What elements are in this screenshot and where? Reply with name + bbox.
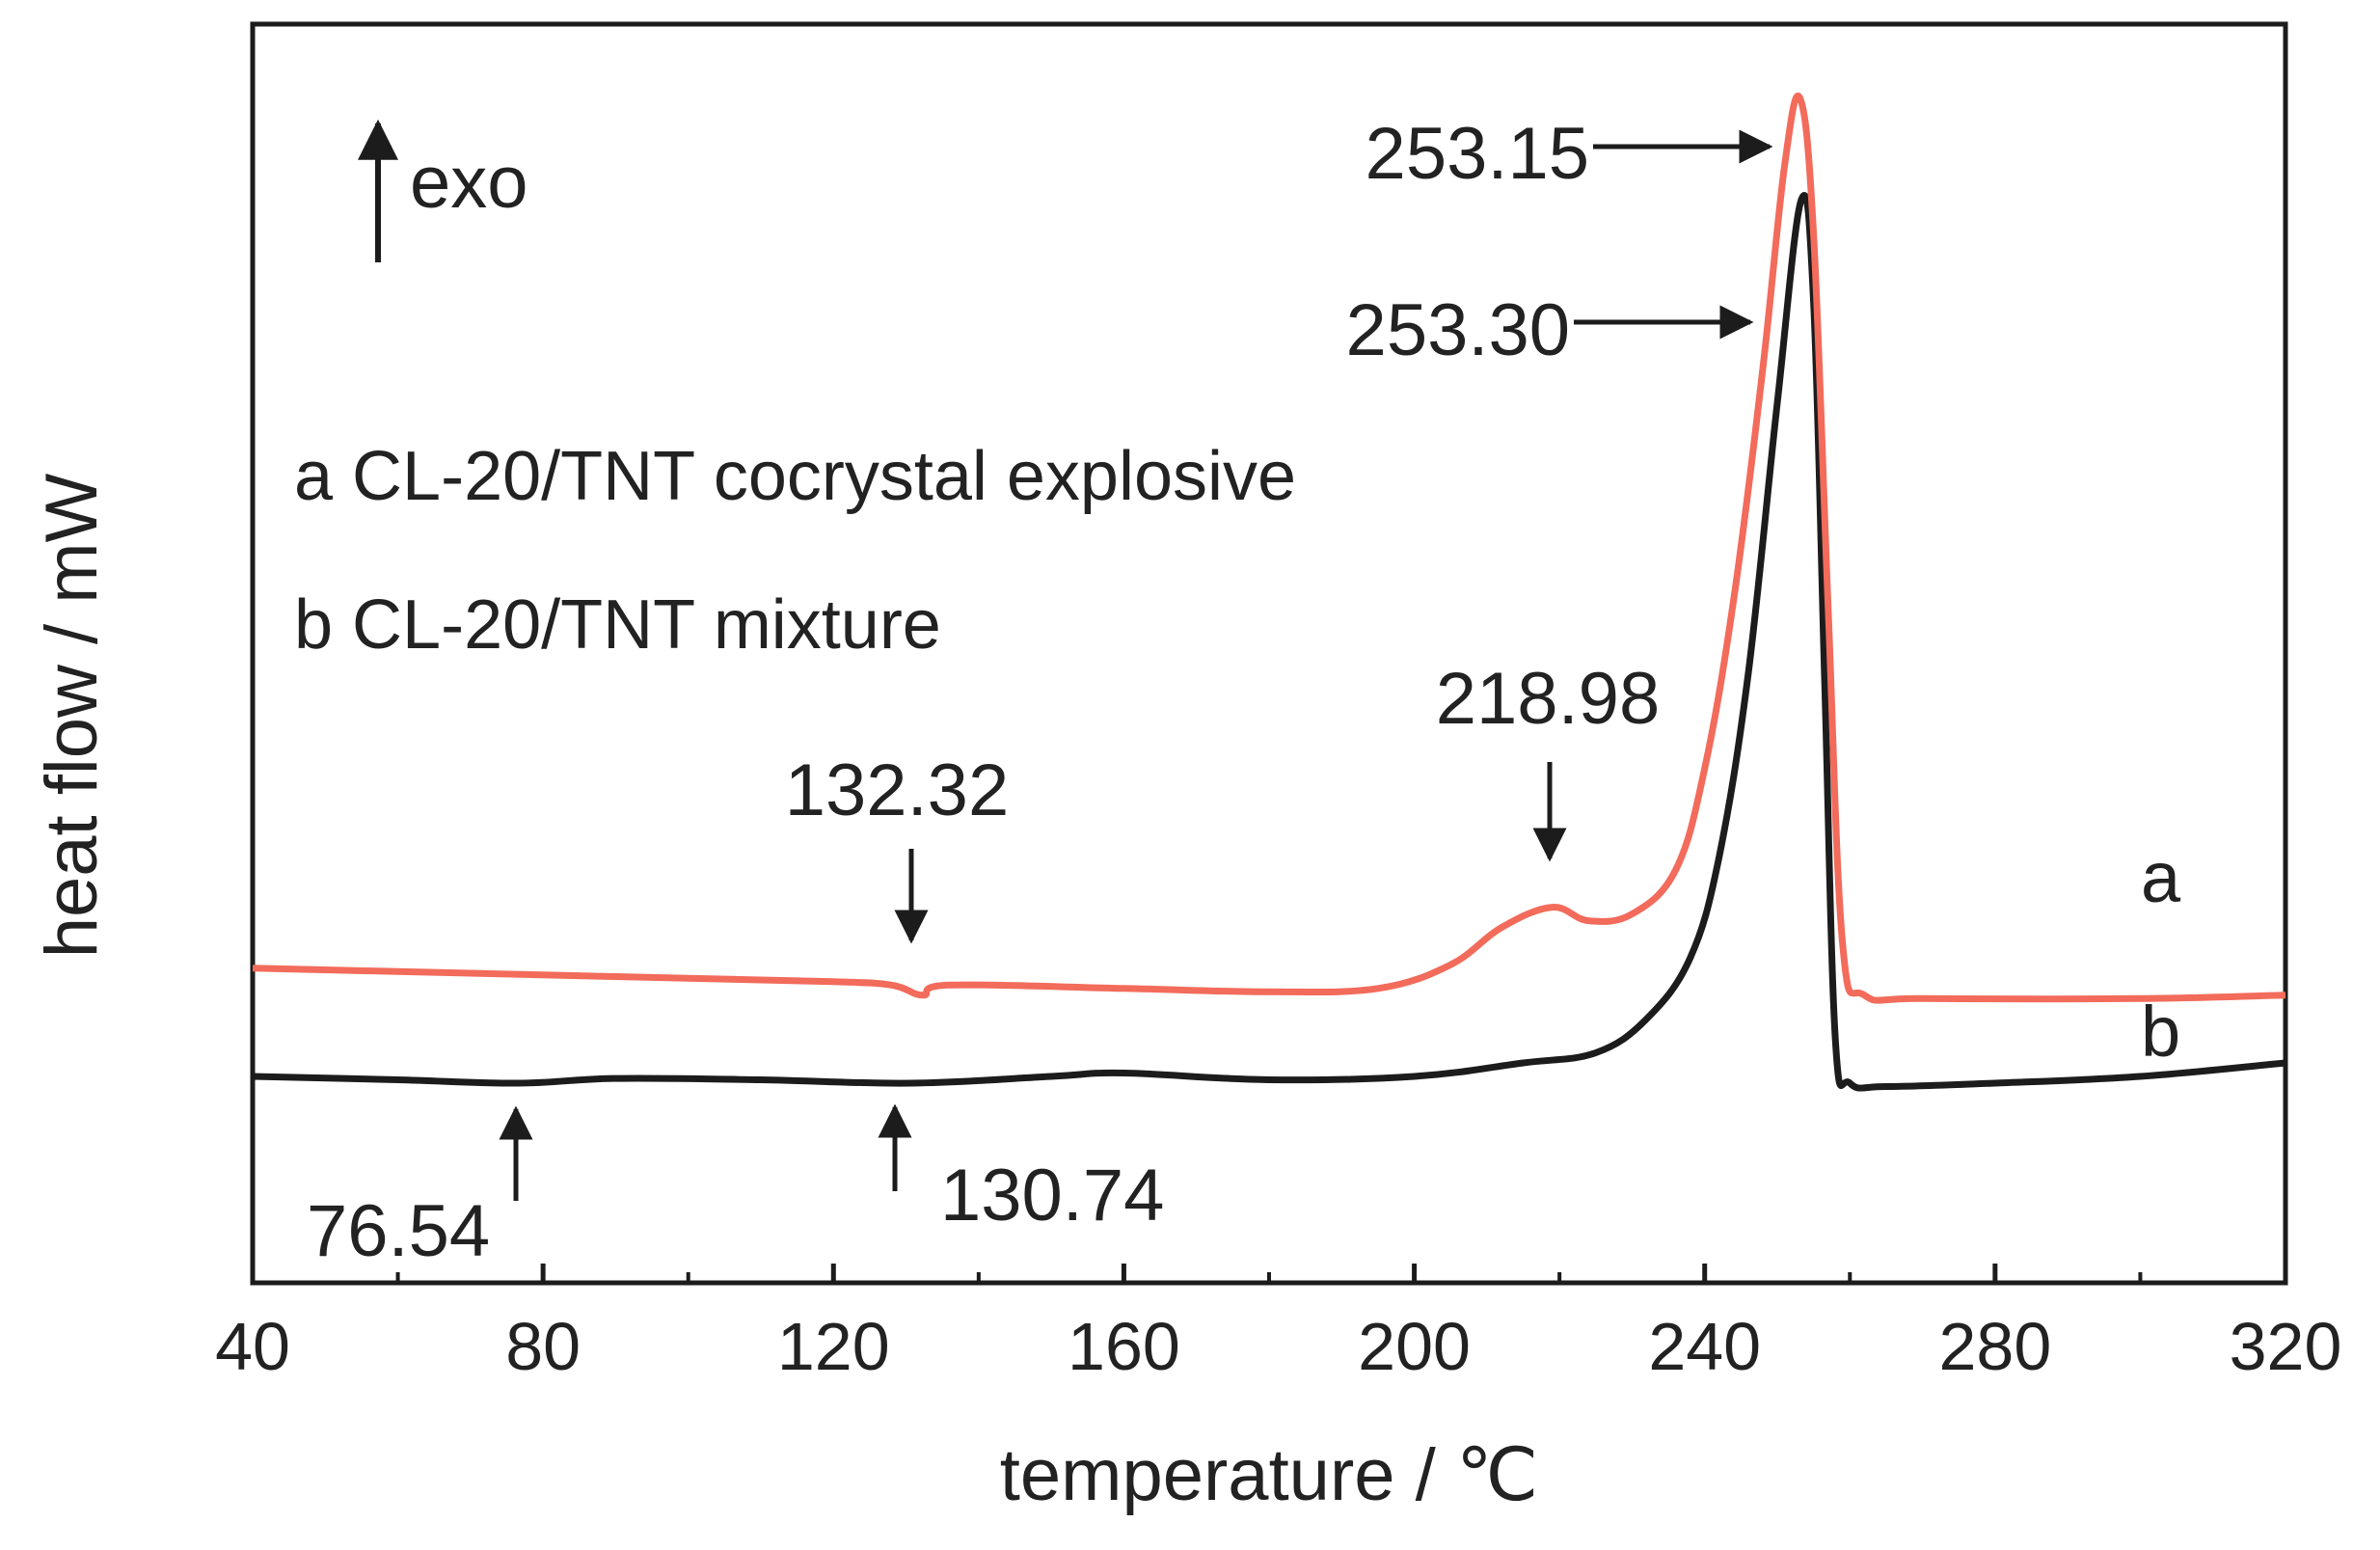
exo-label: exo bbox=[410, 142, 528, 224]
peak-annotation-218-98: 218.98 bbox=[1436, 658, 1660, 862]
peak-annotation-132-32: 132.32 bbox=[785, 749, 1009, 944]
x-tick-label: 200 bbox=[1358, 1309, 1471, 1384]
peak-label-218-98: 218.98 bbox=[1436, 658, 1660, 740]
y-axis-title: heat flow / mW bbox=[31, 473, 113, 958]
legend-entry-a: a CL-20/TNT cocrystal explosive bbox=[294, 438, 1296, 515]
peak-label-132-32: 132.32 bbox=[785, 749, 1009, 831]
series-label-b: b bbox=[2141, 992, 2180, 1072]
peak-label-130-74: 130.74 bbox=[940, 1155, 1164, 1237]
peak-annotation-130-74: 130.74 bbox=[878, 1103, 1164, 1237]
x-axis-title: temperature / ℃ bbox=[1000, 1434, 1538, 1516]
series-line-a bbox=[252, 93, 2286, 1004]
x-tick-label: 40 bbox=[215, 1309, 290, 1384]
series-line-b bbox=[252, 192, 2286, 1092]
x-axis-ticks: 40 80 120 160 200 240 280 320 bbox=[215, 1264, 2341, 1384]
legend-entry-b: b CL-20/TNT mixture bbox=[294, 586, 941, 664]
x-tick-label: 120 bbox=[777, 1309, 890, 1384]
x-tick-label: 240 bbox=[1648, 1309, 1761, 1384]
peak-annotation-253-15: 253.15 bbox=[1366, 113, 1773, 195]
x-tick-label: 160 bbox=[1068, 1309, 1180, 1384]
series-label-a: a bbox=[2141, 837, 2181, 917]
x-tick-label: 80 bbox=[505, 1309, 581, 1384]
peak-annotation-253-30: 253.30 bbox=[1346, 289, 1754, 371]
peak-label-253-30: 253.30 bbox=[1346, 289, 1570, 371]
peak-label-76-54: 76.54 bbox=[307, 1190, 490, 1272]
x-tick-label: 320 bbox=[2230, 1309, 2342, 1384]
peak-annotation-76-54: 76.54 bbox=[307, 1105, 533, 1272]
x-tick-label: 280 bbox=[1938, 1309, 2051, 1384]
peak-label-253-15: 253.15 bbox=[1366, 113, 1589, 195]
